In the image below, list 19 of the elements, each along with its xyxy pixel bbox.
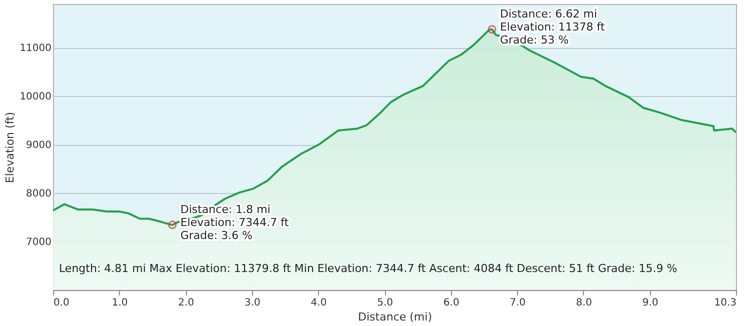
- y-tick-label: 10000: [20, 92, 52, 103]
- y-tick-label: 7000: [26, 237, 52, 248]
- x-tick-label: 4.0: [310, 298, 327, 308]
- x-tick-label: 2.0: [178, 298, 194, 308]
- x-tick-label: 3.0: [244, 298, 260, 308]
- x-tick-label: 5.0: [377, 298, 394, 308]
- x-tick-label: 1.0: [112, 298, 128, 308]
- x-tick-label: 7.0: [510, 298, 526, 308]
- x-tick-label: 9.0: [642, 298, 658, 308]
- x-axis-title: Distance (mi): [358, 310, 432, 324]
- x-tick-label: 8.0: [576, 298, 592, 308]
- x-tick-label: 10.3: [714, 298, 736, 308]
- annotation: Length: 4.81 mi Max Elevation: 11379.8 ft Min Elevation: 7344.7 ft Ascent: 4084 ft Descent: 51 ft Grade: 15.9 %: [59, 262, 678, 275]
- x-tick-label: 6.0: [443, 298, 460, 308]
- y-tick-label: 9000: [26, 140, 52, 152]
- y-tick-label: 8000: [26, 188, 52, 200]
- x-tick-label: 0.0: [54, 298, 70, 308]
- y-axis-title: Elevation (ft): [4, 112, 17, 184]
- y-tick-label: 11000: [20, 43, 52, 54]
